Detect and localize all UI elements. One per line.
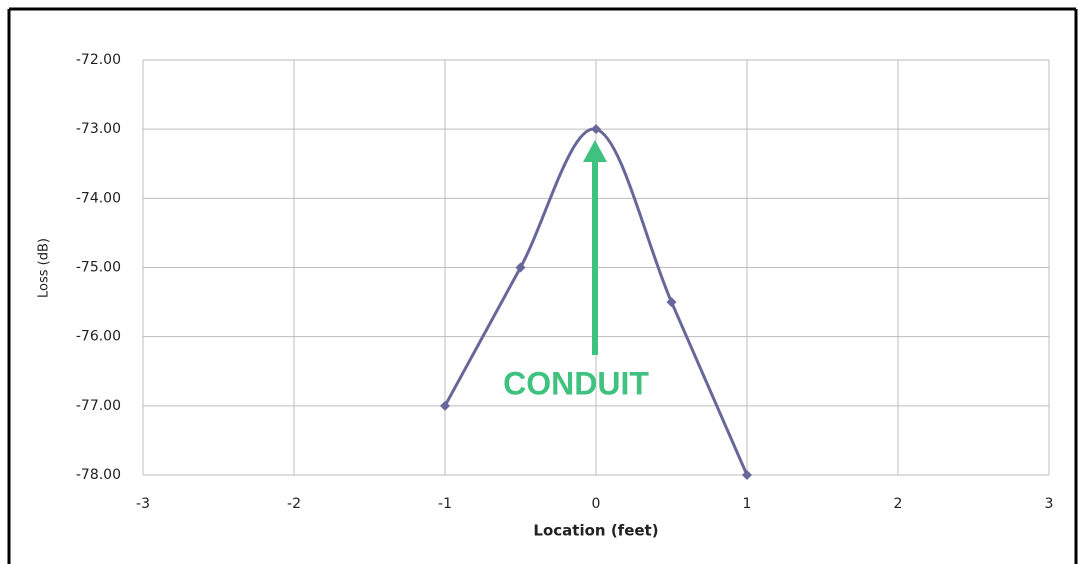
x-tick-label: -3 [136, 496, 150, 512]
x-tick-label: 3 [1045, 496, 1054, 512]
y-tick-label: -78.00 [76, 467, 121, 483]
x-tick-label: 1 [743, 496, 752, 512]
annotation-arrowhead [583, 140, 607, 162]
y-tick-label: -76.00 [76, 329, 121, 345]
x-tick-label: -2 [287, 496, 301, 512]
marker [440, 400, 450, 411]
annotation: CONDUIT [503, 365, 649, 401]
x-tick-label: 2 [894, 496, 903, 512]
marker [666, 297, 677, 308]
marker [591, 124, 601, 135]
marker [515, 262, 526, 273]
x-tick-label: -1 [438, 496, 452, 512]
x-axis-label: Location (feet) [533, 522, 658, 540]
y-axis-label: Loss (dB) [37, 238, 52, 298]
y-tick-label: -72.00 [76, 52, 121, 68]
y-tick-label: -77.00 [76, 398, 121, 414]
y-tick-label: -74.00 [76, 190, 121, 206]
y-tick-label: -73.00 [76, 121, 121, 137]
marker [742, 470, 752, 480]
x-tick-label: 0 [592, 496, 601, 512]
y-tick-label: -75.00 [76, 260, 121, 276]
